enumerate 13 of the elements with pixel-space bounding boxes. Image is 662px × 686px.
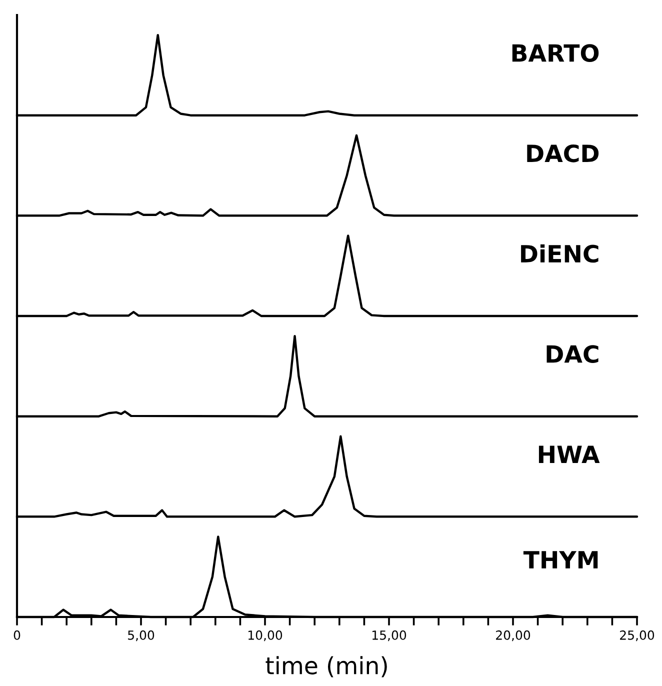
text: THYM [523,551,598,568]
x-tick-label: 15,00 [372,630,406,642]
text: DACD [527,144,599,162]
x-tick-label: 25,00 [620,630,654,642]
x-axis-title: time (min) [266,656,387,678]
x-tick-label: 10,00 [248,630,282,642]
text: HWA [538,446,600,463]
text: DAC [546,345,598,363]
text: BARTO [512,44,599,62]
x-tick-label: 20,00 [496,630,530,642]
text: DiENC [521,244,598,263]
x-tick-label: 0 [14,630,20,640]
x-tick-label: 5,00 [128,630,154,642]
